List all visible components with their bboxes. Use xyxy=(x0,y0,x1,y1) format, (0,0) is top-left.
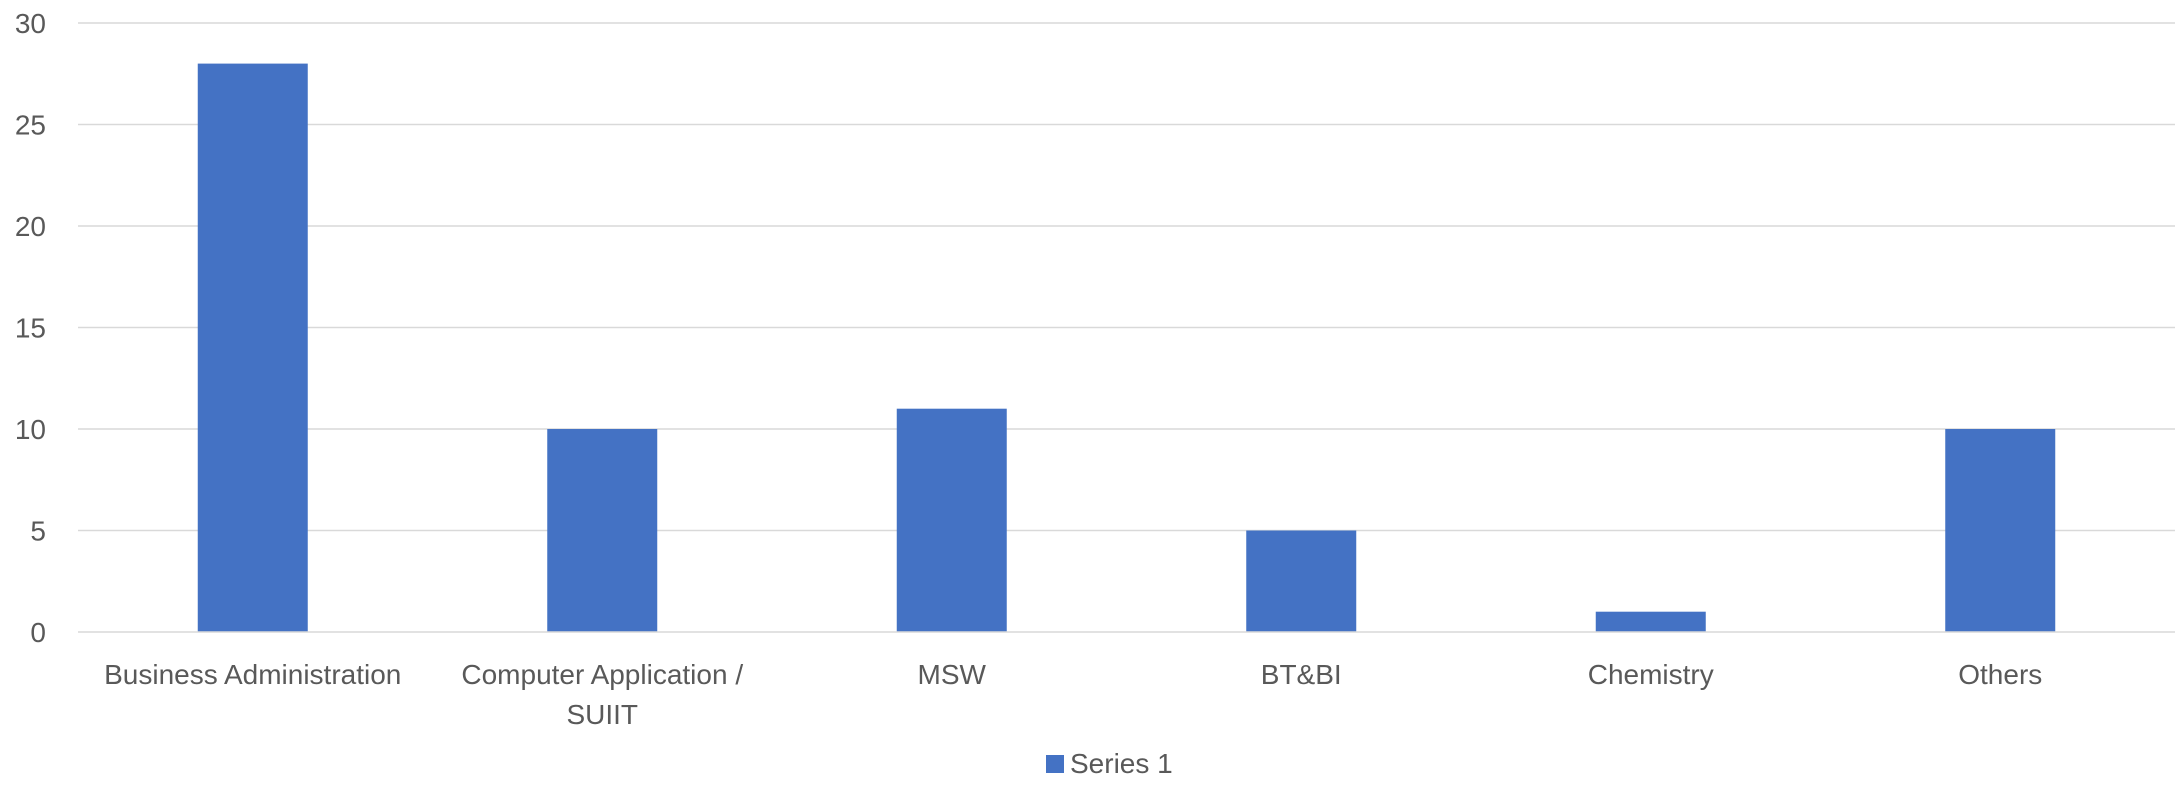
legend: Series 1 xyxy=(1046,748,1173,779)
bar xyxy=(547,429,658,632)
x-tick-label: Computer Application / SUIIT xyxy=(461,659,743,730)
y-tick-label: 30 xyxy=(15,8,46,39)
x-tick-label: MSW xyxy=(918,659,987,690)
y-axis-ticks: 0 5 10 15 20 25 30 xyxy=(15,8,46,648)
x-tick-label: Chemistry xyxy=(1588,659,1714,690)
legend-label: Series 1 xyxy=(1070,748,1173,779)
bars xyxy=(197,63,2056,633)
y-tick-label: 20 xyxy=(15,211,46,242)
y-tick-label: 10 xyxy=(15,414,46,445)
bar xyxy=(197,63,308,633)
y-tick-label: 15 xyxy=(15,313,46,344)
y-tick-label: 5 xyxy=(30,516,46,547)
x-tick-label: Business Administration xyxy=(104,659,401,690)
bar xyxy=(1595,611,1706,632)
bar xyxy=(1246,530,1357,632)
x-axis-categories: Business Administration Computer Applicat… xyxy=(104,659,2042,730)
gridlines xyxy=(78,22,2175,532)
y-tick-label: 0 xyxy=(30,617,46,648)
bar xyxy=(1945,429,2056,632)
x-tick-label: BT&BI xyxy=(1261,659,1342,690)
legend-swatch xyxy=(1046,755,1064,773)
bar xyxy=(896,408,1007,632)
y-tick-label: 25 xyxy=(15,110,46,141)
x-tick-label: Others xyxy=(1958,659,2042,690)
